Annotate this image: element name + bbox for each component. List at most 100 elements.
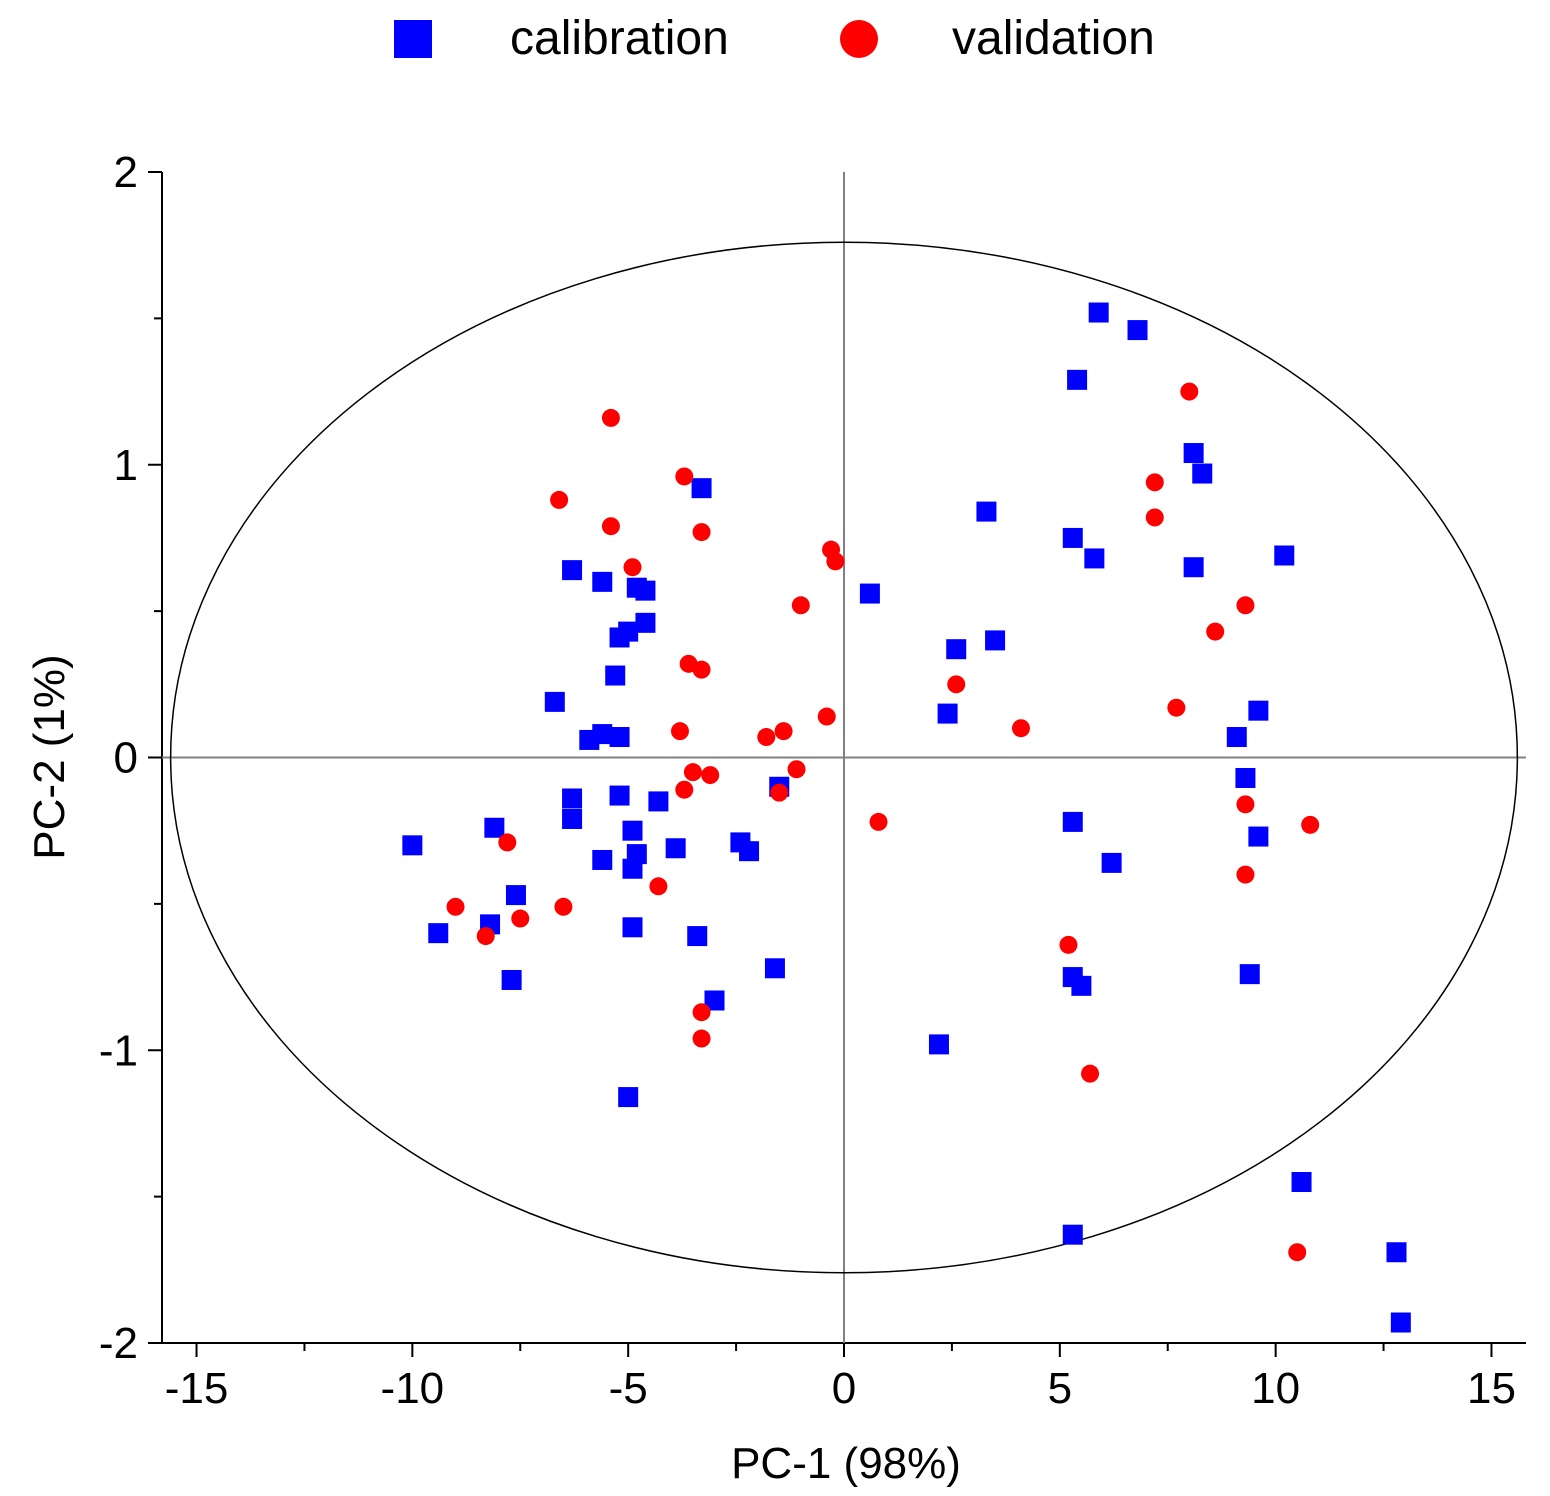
validation-point — [791, 596, 810, 615]
calibration-point — [985, 630, 1006, 651]
calibration-point — [609, 785, 630, 806]
calibration-point — [1192, 463, 1213, 484]
calibration-point — [1239, 964, 1260, 985]
legend: calibration validation — [394, 12, 1155, 65]
validation-point — [869, 812, 888, 831]
y-axis-ticks: -2 -1 0 1 2 — [99, 148, 162, 1368]
validation-point — [601, 517, 620, 536]
calibration-point — [937, 703, 958, 724]
validation-point — [670, 722, 689, 741]
calibration-point — [1062, 811, 1083, 832]
calibration-point — [402, 835, 423, 856]
calibration-point — [1235, 767, 1256, 788]
calibration-point — [579, 729, 600, 750]
calibration-point — [592, 571, 613, 592]
validation-point — [1206, 622, 1225, 641]
calibration-point — [739, 841, 760, 862]
calibration-point — [1062, 1224, 1083, 1245]
x-tick-label: -10 — [381, 1364, 445, 1413]
validation-point — [1301, 815, 1320, 834]
calibration-point — [635, 580, 656, 601]
calibration-point — [1084, 548, 1105, 569]
validation-point — [774, 722, 793, 741]
calibration-point — [976, 501, 997, 522]
calibration-point — [1127, 320, 1148, 341]
calibration-point — [622, 917, 643, 938]
calibration-point — [592, 849, 613, 870]
validation-point — [623, 558, 642, 577]
validation-point — [550, 490, 569, 509]
calibration-point — [622, 820, 643, 841]
validation-point — [498, 833, 517, 852]
validation-point — [787, 760, 806, 779]
legend-validation-marker — [840, 20, 878, 58]
calibration-point — [544, 691, 565, 712]
calibration-point — [622, 858, 643, 879]
calibration-point — [1248, 700, 1269, 721]
validation-point — [601, 408, 620, 427]
calibration-point — [428, 923, 449, 944]
calibration-point — [704, 990, 725, 1011]
calibration-point — [1183, 557, 1204, 578]
y-tick-label: -2 — [99, 1319, 138, 1368]
calibration-point — [1390, 1312, 1411, 1333]
confidence-ellipse — [169, 241, 1519, 1274]
calibration-point — [505, 885, 526, 906]
y-tick-label: -1 — [99, 1026, 138, 1075]
y-tick-label: 2 — [114, 148, 138, 197]
calibration-point — [1071, 975, 1092, 996]
validation-points — [446, 382, 1320, 1262]
validation-point — [1180, 382, 1199, 401]
validation-point — [511, 909, 530, 928]
calibration-point — [946, 639, 967, 660]
validation-point — [692, 1029, 711, 1048]
x-tick-label: 5 — [1048, 1364, 1072, 1413]
calibration-point — [635, 612, 656, 633]
calibration-points — [402, 302, 1411, 1333]
calibration-point — [1248, 826, 1269, 847]
y-tick-label: 0 — [114, 734, 138, 783]
y-axis-title: PC-2 (1%) — [25, 654, 74, 859]
x-tick-label: -5 — [609, 1364, 648, 1413]
calibration-point — [1101, 852, 1122, 873]
calibration-point — [562, 560, 583, 581]
calibration-point — [609, 727, 630, 748]
validation-point — [446, 897, 465, 916]
validation-point — [675, 467, 694, 486]
validation-point — [692, 660, 711, 679]
plot-area: -15 -10 -5 0 5 10 15 -2 -1 0 1 2 — [99, 148, 1526, 1413]
calibration-point — [928, 1034, 949, 1055]
validation-point — [1145, 473, 1164, 492]
y-tick-label: 1 — [114, 441, 138, 490]
calibration-point — [618, 1087, 639, 1108]
calibration-point — [1226, 727, 1247, 748]
calibration-point — [562, 808, 583, 829]
validation-point — [1145, 508, 1164, 527]
calibration-point — [562, 788, 583, 809]
validation-point — [683, 763, 702, 782]
validation-point — [947, 675, 966, 694]
calibration-point — [687, 926, 708, 947]
calibration-point — [501, 969, 522, 990]
calibration-point — [665, 838, 686, 859]
x-tick-label: 10 — [1251, 1364, 1300, 1413]
validation-point — [1011, 719, 1030, 738]
x-tick-label: 15 — [1467, 1364, 1516, 1413]
calibration-point — [691, 478, 712, 499]
validation-point — [1288, 1243, 1307, 1262]
calibration-point — [605, 665, 626, 686]
validation-point — [554, 897, 573, 916]
validation-point — [701, 766, 720, 785]
calibration-point — [484, 817, 505, 838]
calibration-point — [1183, 443, 1204, 464]
x-axis-title: PC-1 (98%) — [731, 1439, 961, 1488]
legend-validation-label: validation — [952, 12, 1155, 65]
x-tick-label: -15 — [165, 1364, 229, 1413]
calibration-point — [1067, 369, 1088, 390]
calibration-point — [1386, 1242, 1407, 1263]
validation-point — [649, 877, 668, 896]
calibration-point — [1088, 302, 1109, 323]
validation-point — [1236, 596, 1255, 615]
validation-point — [817, 707, 836, 726]
legend-calibration-marker — [394, 20, 432, 58]
